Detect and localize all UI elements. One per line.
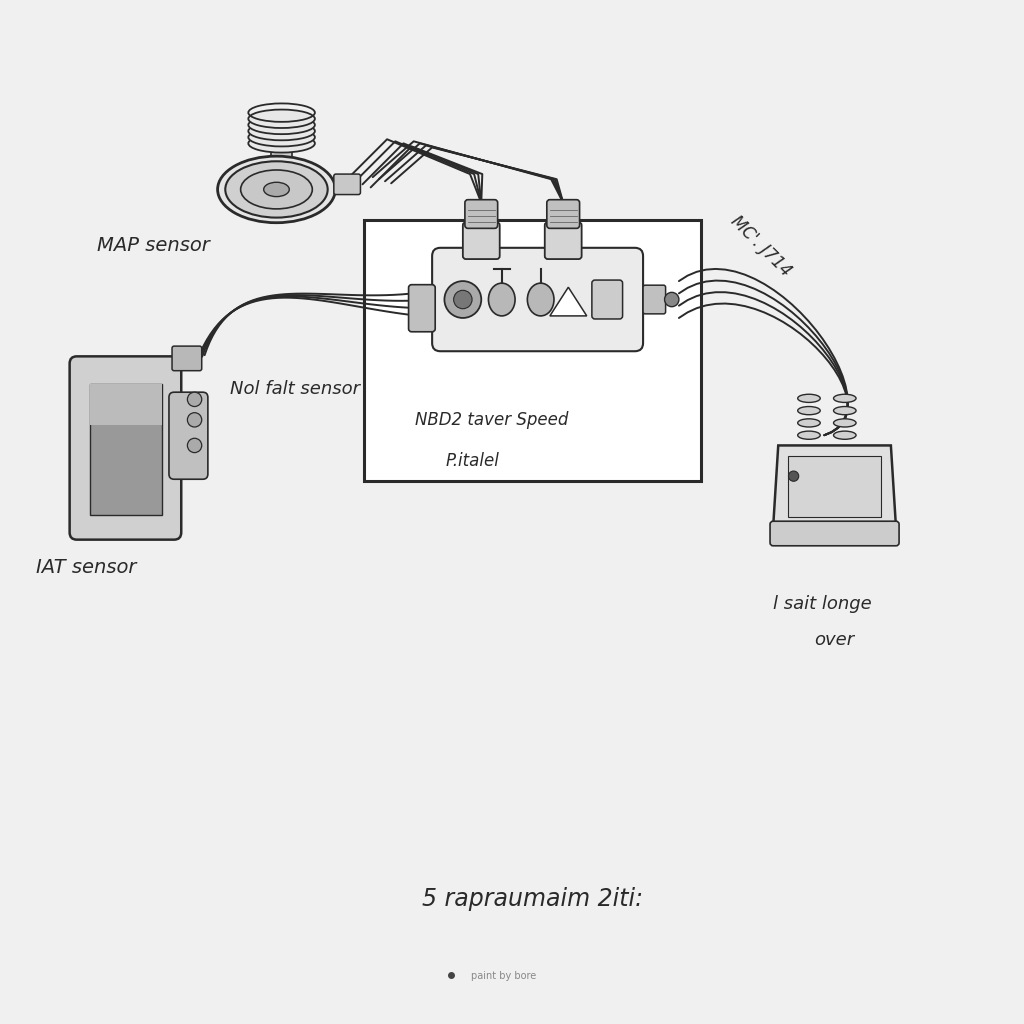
Text: IAT sensor: IAT sensor — [36, 558, 136, 578]
FancyBboxPatch shape — [592, 280, 623, 319]
FancyBboxPatch shape — [545, 222, 582, 259]
Ellipse shape — [249, 116, 315, 134]
FancyBboxPatch shape — [70, 356, 181, 540]
Ellipse shape — [798, 419, 820, 427]
Ellipse shape — [834, 407, 856, 415]
Text: Nol falt sensor: Nol falt sensor — [230, 380, 360, 398]
Polygon shape — [550, 287, 587, 315]
Ellipse shape — [798, 407, 820, 415]
Polygon shape — [773, 445, 896, 527]
Circle shape — [444, 281, 481, 317]
FancyBboxPatch shape — [271, 138, 292, 164]
Text: l sait longe: l sait longe — [773, 595, 871, 613]
Circle shape — [788, 471, 799, 481]
Ellipse shape — [527, 283, 554, 315]
Text: NBD2 taver Speed: NBD2 taver Speed — [415, 411, 568, 429]
FancyBboxPatch shape — [465, 200, 498, 228]
Ellipse shape — [225, 162, 328, 218]
Ellipse shape — [249, 134, 315, 153]
Circle shape — [187, 392, 202, 407]
FancyBboxPatch shape — [547, 200, 580, 228]
Ellipse shape — [241, 170, 312, 209]
FancyBboxPatch shape — [770, 521, 899, 546]
Circle shape — [187, 438, 202, 453]
FancyBboxPatch shape — [169, 392, 208, 479]
FancyBboxPatch shape — [334, 174, 360, 195]
FancyBboxPatch shape — [463, 222, 500, 259]
Text: 5 rapraumaim 2iti:: 5 rapraumaim 2iti: — [422, 887, 643, 911]
FancyBboxPatch shape — [432, 248, 643, 351]
Text: P.italel: P.italel — [445, 452, 500, 470]
Text: over: over — [814, 631, 854, 649]
Bar — [364, 220, 701, 481]
Ellipse shape — [834, 394, 856, 402]
Circle shape — [187, 413, 202, 427]
FancyBboxPatch shape — [172, 346, 202, 371]
Circle shape — [454, 291, 472, 309]
Ellipse shape — [488, 283, 515, 315]
Ellipse shape — [249, 122, 315, 140]
Ellipse shape — [249, 128, 315, 146]
Bar — [90, 384, 162, 425]
Ellipse shape — [798, 431, 820, 439]
Ellipse shape — [834, 431, 856, 439]
Circle shape — [665, 293, 679, 307]
Ellipse shape — [834, 419, 856, 427]
Ellipse shape — [798, 394, 820, 402]
FancyBboxPatch shape — [788, 456, 881, 517]
Text: MAP sensor: MAP sensor — [97, 236, 210, 255]
Ellipse shape — [264, 182, 290, 197]
Text: MC'. J714: MC'. J714 — [727, 213, 795, 281]
FancyBboxPatch shape — [409, 285, 435, 332]
Bar — [90, 384, 162, 515]
Ellipse shape — [218, 157, 336, 223]
Text: paint by bore: paint by bore — [471, 971, 537, 981]
Ellipse shape — [249, 110, 315, 128]
FancyBboxPatch shape — [643, 285, 666, 313]
